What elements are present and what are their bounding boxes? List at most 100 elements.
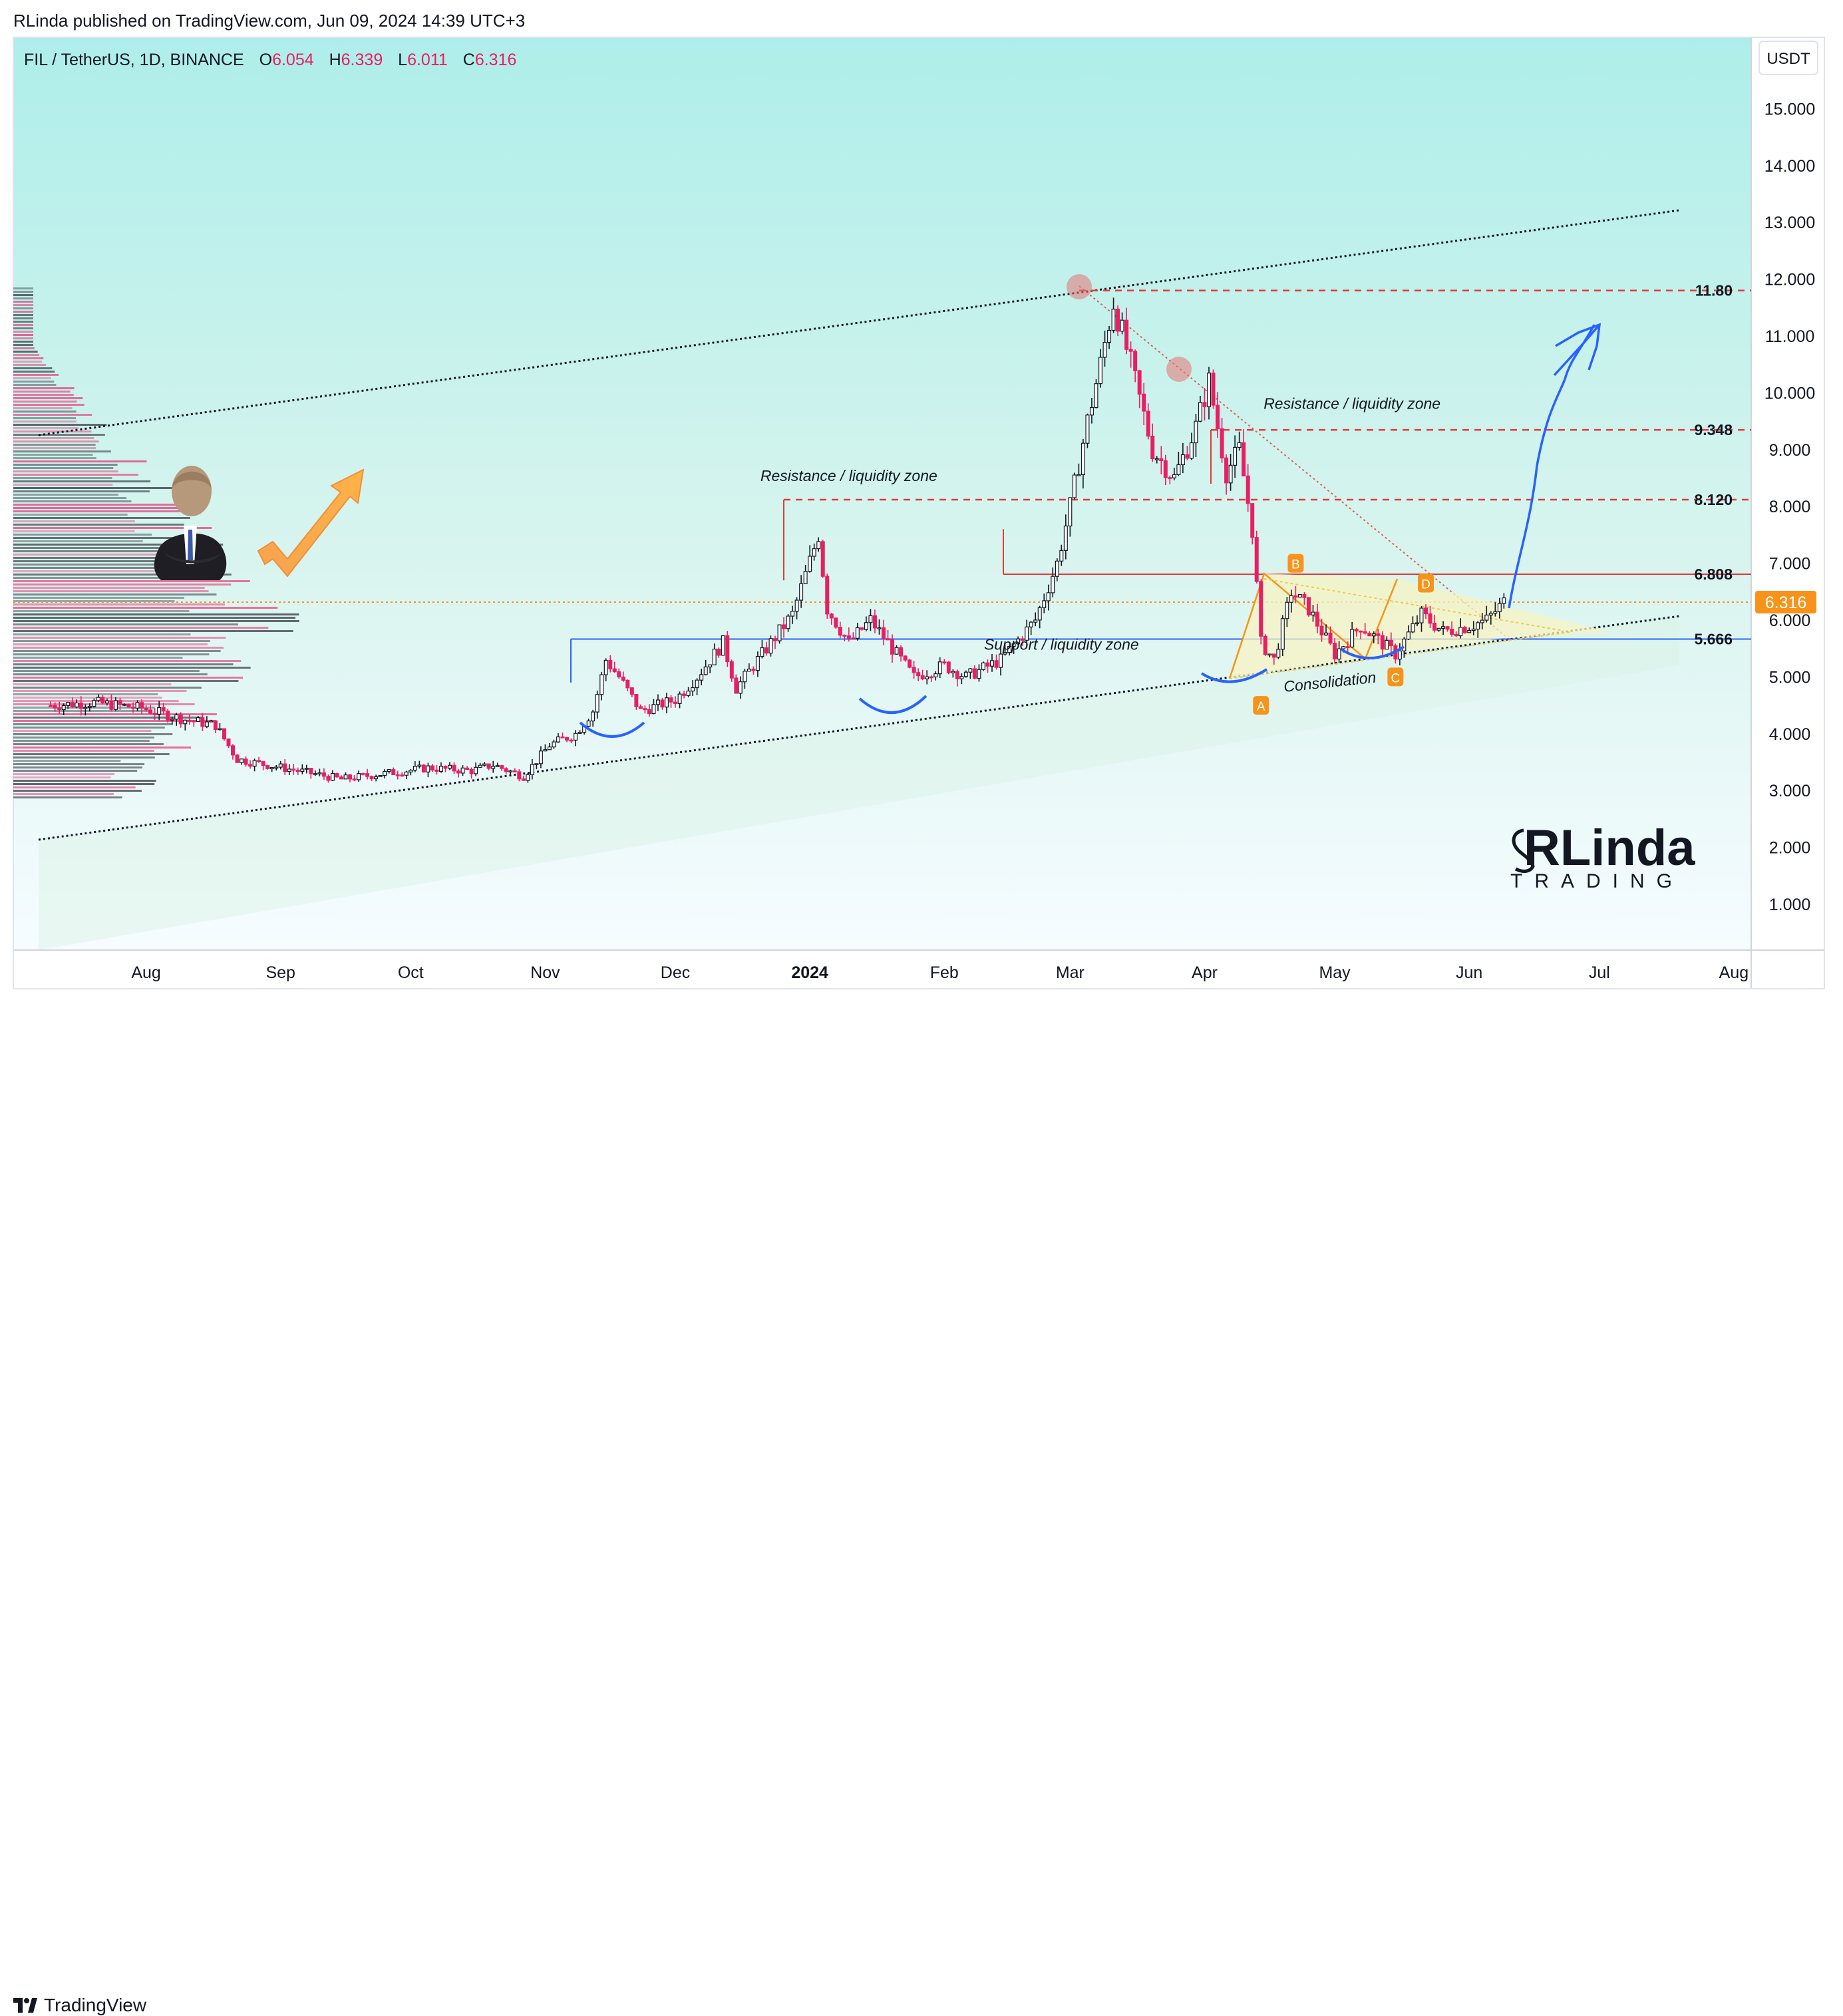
volume-profile-bar bbox=[13, 460, 147, 462]
candle-body bbox=[899, 647, 904, 657]
candle-body bbox=[1246, 475, 1250, 504]
candle-body bbox=[248, 764, 253, 767]
volume-profile-bar bbox=[13, 790, 142, 792]
time-tick-label: May bbox=[1319, 963, 1351, 982]
footer: TradingView bbox=[0, 991, 1843, 2015]
volume-profile-bar bbox=[13, 567, 204, 569]
candle-body bbox=[699, 674, 704, 681]
candle-body bbox=[309, 768, 313, 774]
candle-body bbox=[786, 615, 790, 629]
rlinda-trading-logo: RLinda TRADING bbox=[1510, 820, 1695, 892]
volume-profile-bar bbox=[13, 650, 221, 652]
volume-profile-bar bbox=[13, 527, 212, 529]
price-chart[interactable]: RLinda TRADING Resistance / liquidity zo… bbox=[0, 0, 1843, 1035]
candle-body bbox=[1059, 550, 1064, 562]
support-cup-4 bbox=[1340, 645, 1405, 660]
time-tick-label: Mar bbox=[1056, 963, 1085, 982]
volume-profile-bar bbox=[13, 314, 33, 316]
low-value: 6.011 bbox=[407, 51, 448, 69]
time-tick-label: Jun bbox=[1456, 963, 1482, 982]
time-axis-ticks: Aug Sep Oct Nov Dec 2024 Feb Mar Apr May Jun Jul Aug bbox=[131, 963, 1749, 982]
candle-body bbox=[391, 769, 396, 775]
volume-profile-bar bbox=[13, 693, 158, 695]
candle-body bbox=[1419, 607, 1424, 623]
candle-body bbox=[782, 624, 786, 629]
volume-profile-bar bbox=[13, 524, 184, 526]
candle-body bbox=[109, 700, 114, 710]
candle-body bbox=[886, 638, 890, 641]
candle-body bbox=[1128, 349, 1133, 352]
candle-body bbox=[1345, 646, 1350, 648]
candle-body bbox=[1211, 373, 1216, 406]
candle-body bbox=[743, 671, 747, 683]
candle-body bbox=[1280, 618, 1285, 650]
candle-body bbox=[868, 615, 873, 623]
price-tick-label: 3.000 bbox=[1769, 782, 1811, 800]
candle-body bbox=[1424, 607, 1428, 615]
candle-body bbox=[1154, 458, 1159, 460]
candle-body bbox=[1289, 595, 1293, 603]
candle-body bbox=[61, 705, 66, 711]
candle-body bbox=[1016, 638, 1021, 645]
candle-body bbox=[1302, 594, 1307, 598]
candle-body bbox=[118, 700, 122, 705]
candle-body bbox=[469, 768, 474, 774]
candlestick-series bbox=[49, 297, 1506, 783]
volume-profile-bar bbox=[13, 630, 293, 632]
candle-body bbox=[547, 747, 552, 751]
volume-profile-bar bbox=[13, 404, 84, 406]
candle-body bbox=[75, 702, 79, 708]
candle-body bbox=[534, 763, 539, 765]
candle-body bbox=[1311, 611, 1315, 615]
tradingview-logo[interactable]: TradingView bbox=[13, 1995, 146, 2016]
candle-body bbox=[140, 702, 144, 709]
candle-body bbox=[70, 702, 75, 708]
candle-body bbox=[1324, 632, 1329, 635]
candle-body bbox=[643, 708, 647, 711]
currency-button[interactable]: USDT bbox=[1759, 41, 1818, 75]
candle-body bbox=[1168, 477, 1172, 479]
candle-body bbox=[655, 699, 660, 705]
volume-profile-bar bbox=[13, 480, 151, 482]
candle-body bbox=[538, 751, 543, 764]
candle-body bbox=[1493, 611, 1498, 614]
volume-profile-bar bbox=[13, 627, 269, 629]
volume-profile-bar bbox=[13, 457, 96, 459]
volume-profile-bar bbox=[13, 633, 191, 635]
volume-profile-bar bbox=[13, 653, 210, 655]
candle-body bbox=[478, 764, 482, 768]
price-tick-label: 5.000 bbox=[1769, 668, 1811, 687]
candle-body bbox=[1428, 613, 1432, 624]
candle-body bbox=[66, 702, 71, 706]
volume-profile-bar bbox=[13, 747, 192, 749]
candle-body bbox=[603, 659, 608, 675]
candle-body bbox=[751, 669, 756, 671]
candle-body bbox=[725, 635, 730, 663]
candle-body bbox=[981, 662, 985, 670]
candle-body bbox=[1337, 648, 1341, 660]
last-price-badge: 6.316 bbox=[1755, 591, 1816, 614]
time-tick-label: Jul bbox=[1589, 963, 1610, 982]
candle-body bbox=[1285, 601, 1289, 619]
time-tick-label: 2024 bbox=[791, 963, 828, 982]
candle-body bbox=[1354, 629, 1359, 632]
candle-body bbox=[1341, 646, 1346, 649]
candle-body bbox=[621, 676, 625, 681]
candle-body bbox=[1142, 393, 1146, 412]
volume-profile-bar bbox=[13, 683, 172, 685]
time-axis[interactable] bbox=[13, 950, 1751, 989]
chart-annotations: Resistance / liquidity zone Resistance / … bbox=[760, 395, 1440, 695]
candle-body bbox=[968, 668, 973, 673]
candle-body bbox=[738, 681, 743, 694]
candle-body bbox=[1250, 503, 1255, 538]
price-axis[interactable] bbox=[1751, 37, 1824, 950]
candle-body bbox=[438, 765, 443, 772]
volume-profile-bar bbox=[13, 454, 93, 456]
volume-profile-bar bbox=[13, 577, 188, 579]
volume-profile-bar bbox=[13, 344, 33, 346]
volume-profile-bar bbox=[13, 514, 128, 516]
candle-body bbox=[1411, 623, 1415, 633]
last-price-value: 6.316 bbox=[1765, 593, 1807, 612]
level-price-labels: 11.80 9.348 8.120 6.808 5.666 bbox=[1694, 282, 1733, 648]
candle-body bbox=[283, 763, 287, 772]
